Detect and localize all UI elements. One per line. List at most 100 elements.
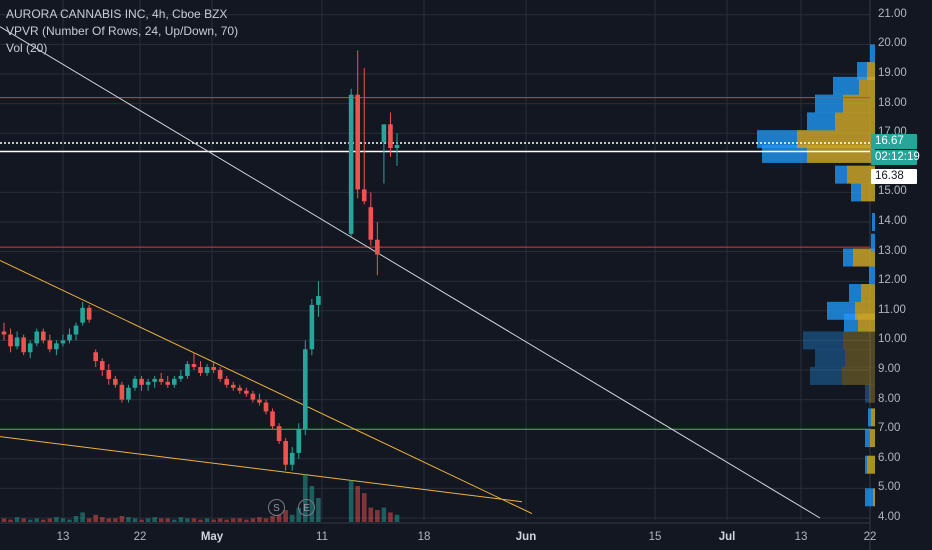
- vpvr-down-bar: [869, 384, 875, 403]
- volume-bar: [355, 486, 360, 522]
- vpvr-up-bar: [827, 301, 855, 320]
- vpvr-up-bar: [849, 284, 861, 303]
- vpvr-up-bar: [870, 44, 875, 63]
- volume-bar: [289, 514, 295, 522]
- volume-bar: [375, 510, 380, 522]
- volume-bar: [172, 519, 177, 522]
- candle-body: [27, 343, 33, 353]
- candle-body: [355, 94, 360, 190]
- candle-body: [34, 331, 40, 344]
- volume-bar: [152, 517, 157, 522]
- candle-body: [99, 361, 105, 370]
- price-tick-label: 11.00: [878, 303, 906, 316]
- vpvr-up-bar: [807, 112, 835, 131]
- candle-body: [296, 429, 302, 453]
- price-tick-label: 5.00: [878, 481, 901, 494]
- candle-body: [119, 384, 125, 400]
- candle-body: [132, 378, 138, 388]
- vpvr-down-bar: [855, 301, 875, 320]
- volume-bar: [21, 518, 26, 522]
- candle-body: [1, 331, 7, 335]
- volume-bar: [296, 507, 302, 522]
- vpvr-up-bar: [865, 429, 870, 448]
- price-tick-label: 8.00: [878, 392, 901, 405]
- vpvr-up-bar: [851, 183, 861, 202]
- volume-bar: [113, 518, 118, 522]
- split-marker[interactable]: S: [268, 499, 285, 516]
- volume-bar: [86, 518, 92, 522]
- volume-bar: [139, 519, 144, 522]
- candle-body: [60, 340, 66, 344]
- candle-body: [270, 411, 275, 427]
- vpvr-down-bar: [797, 130, 875, 149]
- volume-bar: [145, 518, 151, 522]
- candle-body: [250, 393, 256, 400]
- candle-body: [348, 94, 354, 234]
- candle-body: [375, 239, 380, 255]
- candle-body: [191, 364, 197, 368]
- candle-body: [41, 331, 46, 341]
- candle-body: [361, 189, 367, 202]
- vpvr-down-bar: [871, 408, 875, 427]
- vpvr-down-bar: [867, 455, 875, 474]
- vpvr-down-bar: [859, 76, 875, 95]
- volume-bar: [1, 518, 7, 522]
- vpvr-up-bar: [869, 266, 875, 285]
- vpvr-up-bar: [865, 455, 867, 474]
- candle-body: [14, 337, 20, 347]
- candle-body: [237, 387, 243, 391]
- vpvr-up-bar: [871, 233, 875, 252]
- time-tick-label: 22: [863, 531, 877, 543]
- volume-bar: [34, 518, 40, 522]
- time-tick-label: Jun: [515, 531, 537, 543]
- volume-bar: [132, 518, 138, 522]
- chart-legend: AURORA CANNABIS INC, 4h, Cboe BZX VPVR (…: [6, 6, 238, 57]
- volume-bar: [158, 518, 164, 522]
- volume-bar: [14, 517, 20, 522]
- volume-bar: [41, 519, 46, 522]
- candle-body: [244, 390, 249, 394]
- vpvr-up-bar: [868, 408, 871, 427]
- vpvr-up-bar: [835, 165, 847, 184]
- volume-bar: [178, 517, 184, 522]
- candle-body: [47, 340, 53, 350]
- bar-countdown-tag: 02:12:19: [871, 150, 920, 165]
- price-tick-label: 6.00: [878, 451, 901, 464]
- candle-body: [67, 334, 72, 341]
- vpvr-up-bar: [865, 384, 869, 403]
- vpvr-up-bar: [857, 62, 867, 81]
- vpvr-up-bar: [762, 144, 807, 163]
- volume-bar: [244, 519, 249, 522]
- volume-bar: [191, 518, 197, 522]
- candle-body: [21, 337, 26, 353]
- volume-bar: [47, 518, 53, 522]
- vpvr-up-bar: [833, 76, 859, 95]
- candle-body: [263, 402, 269, 412]
- candle-body: [158, 378, 164, 382]
- vpvr-up-bar: [803, 331, 843, 350]
- volume-bar: [73, 516, 79, 522]
- earnings-marker[interactable]: E: [298, 499, 315, 516]
- trendline-upper: [0, 260, 533, 515]
- candle-body: [126, 387, 131, 400]
- vpvr-down-bar: [847, 165, 875, 184]
- volume-indicator-label[interactable]: Vol (20): [6, 41, 48, 55]
- vpvr-down-bar: [861, 284, 875, 303]
- volume-bar: [303, 474, 308, 522]
- vpvr-down-bar: [843, 94, 875, 113]
- symbol-title[interactable]: AURORA CANNABIS INC, 4h, Cboe BZX: [6, 7, 228, 21]
- trendline-white: [0, 26, 821, 519]
- price-tick-label: 9.00: [878, 363, 901, 375]
- candle-body: [139, 378, 144, 385]
- candle-body: [73, 325, 79, 335]
- price-tick-label: 20.00: [878, 37, 907, 50]
- candle-body: [309, 304, 315, 350]
- candle-body: [303, 349, 308, 430]
- vpvr-down-bar: [807, 144, 875, 163]
- volume-bar: [165, 518, 171, 522]
- candle-body: [283, 441, 288, 465]
- volume-bar: [67, 519, 72, 522]
- vpvr-indicator-label[interactable]: VPVR (Number Of Rows, 24, Up/Down, 70): [6, 24, 239, 38]
